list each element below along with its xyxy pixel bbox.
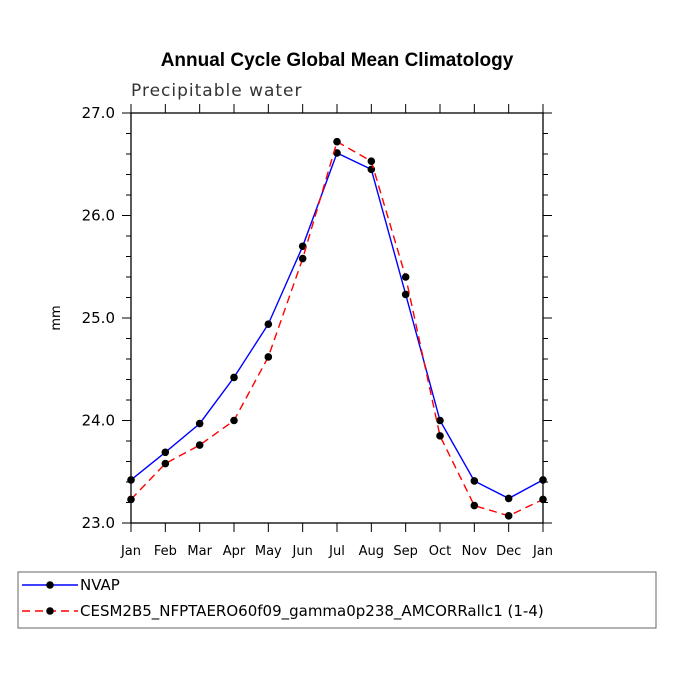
series-group <box>127 137 547 520</box>
data-point-series-2 <box>127 495 135 504</box>
y-tick-labels: 23.0 24.0 25.0 26.0 27.0 <box>82 104 115 532</box>
axis-ticks <box>122 104 552 532</box>
chart-title: Annual Cycle Global Mean Climatology <box>161 50 514 71</box>
x-tick-label: Jan <box>532 544 553 559</box>
series-line-1 <box>130 152 544 500</box>
data-point-series-1 <box>504 494 513 503</box>
x-tick-label: Jul <box>328 544 345 559</box>
x-tick-labels: Jan Feb Mar Apr May Jun Jul Aug Sep Oct Nov Dec Jan <box>120 544 553 559</box>
x-tick-label: Oct <box>429 544 451 559</box>
y-tick-label: 24.0 <box>82 412 115 430</box>
data-point-series-2 <box>230 416 238 425</box>
x-tick-label: Jun <box>292 544 313 559</box>
legend-marker-2 <box>46 607 54 615</box>
y-axis-label: mm <box>49 305 64 330</box>
legend-box <box>17 571 657 629</box>
y-tick-label: 25.0 <box>82 309 115 327</box>
data-point-series-2 <box>436 432 444 440</box>
legend-marker-1 <box>46 581 54 589</box>
legend-label-2: CESM2B5_NFPTAERO60f09_gamma0p238_AMCORRa… <box>80 602 544 621</box>
y-tick-label: 23.0 <box>82 514 115 532</box>
x-tick-label: Feb <box>154 544 177 559</box>
x-tick-label: Aug <box>359 544 384 559</box>
data-point-series-2 <box>470 501 479 510</box>
data-point-series-1 <box>195 419 204 428</box>
data-point-series-1 <box>264 320 273 328</box>
data-point-series-2 <box>195 441 204 449</box>
data-point-series-1 <box>161 448 170 457</box>
data-point-series-2 <box>539 495 547 504</box>
x-tick-label: Mar <box>187 544 212 559</box>
data-point-series-1 <box>333 149 341 157</box>
x-tick-label: Apr <box>223 544 246 559</box>
data-point-series-2 <box>333 137 341 146</box>
legend: NVAP CESM2B5_NFPTAERO60f09_gamma0p238_AMC… <box>17 571 657 629</box>
data-point-series-1 <box>298 242 307 251</box>
data-point-series-1 <box>230 373 238 382</box>
legend-label-1: NVAP <box>80 576 120 594</box>
x-tick-label: Nov <box>462 544 488 559</box>
data-point-series-2 <box>264 353 273 361</box>
data-point-series-1 <box>539 476 547 484</box>
x-tick-label: Sep <box>393 544 418 559</box>
y-tick-label: 26.0 <box>82 207 115 225</box>
data-point-series-2 <box>504 512 513 520</box>
data-point-series-2 <box>401 273 410 281</box>
x-tick-label: Dec <box>496 544 521 559</box>
data-point-series-1 <box>401 290 410 299</box>
data-point-series-2 <box>367 157 376 165</box>
data-point-series-1 <box>436 416 444 425</box>
data-point-series-2 <box>298 254 307 263</box>
x-tick-label: Jan <box>120 544 141 559</box>
y-tick-label: 27.0 <box>82 104 115 122</box>
chart-subtitle: Precipitable water <box>131 81 303 101</box>
data-point-series-1 <box>470 477 479 485</box>
data-point-series-1 <box>367 165 376 174</box>
data-point-series-2 <box>161 459 170 468</box>
plot-frame <box>130 112 544 524</box>
x-tick-label: May <box>255 544 282 559</box>
series-line-2 <box>130 140 544 517</box>
data-point-series-1 <box>127 476 135 484</box>
